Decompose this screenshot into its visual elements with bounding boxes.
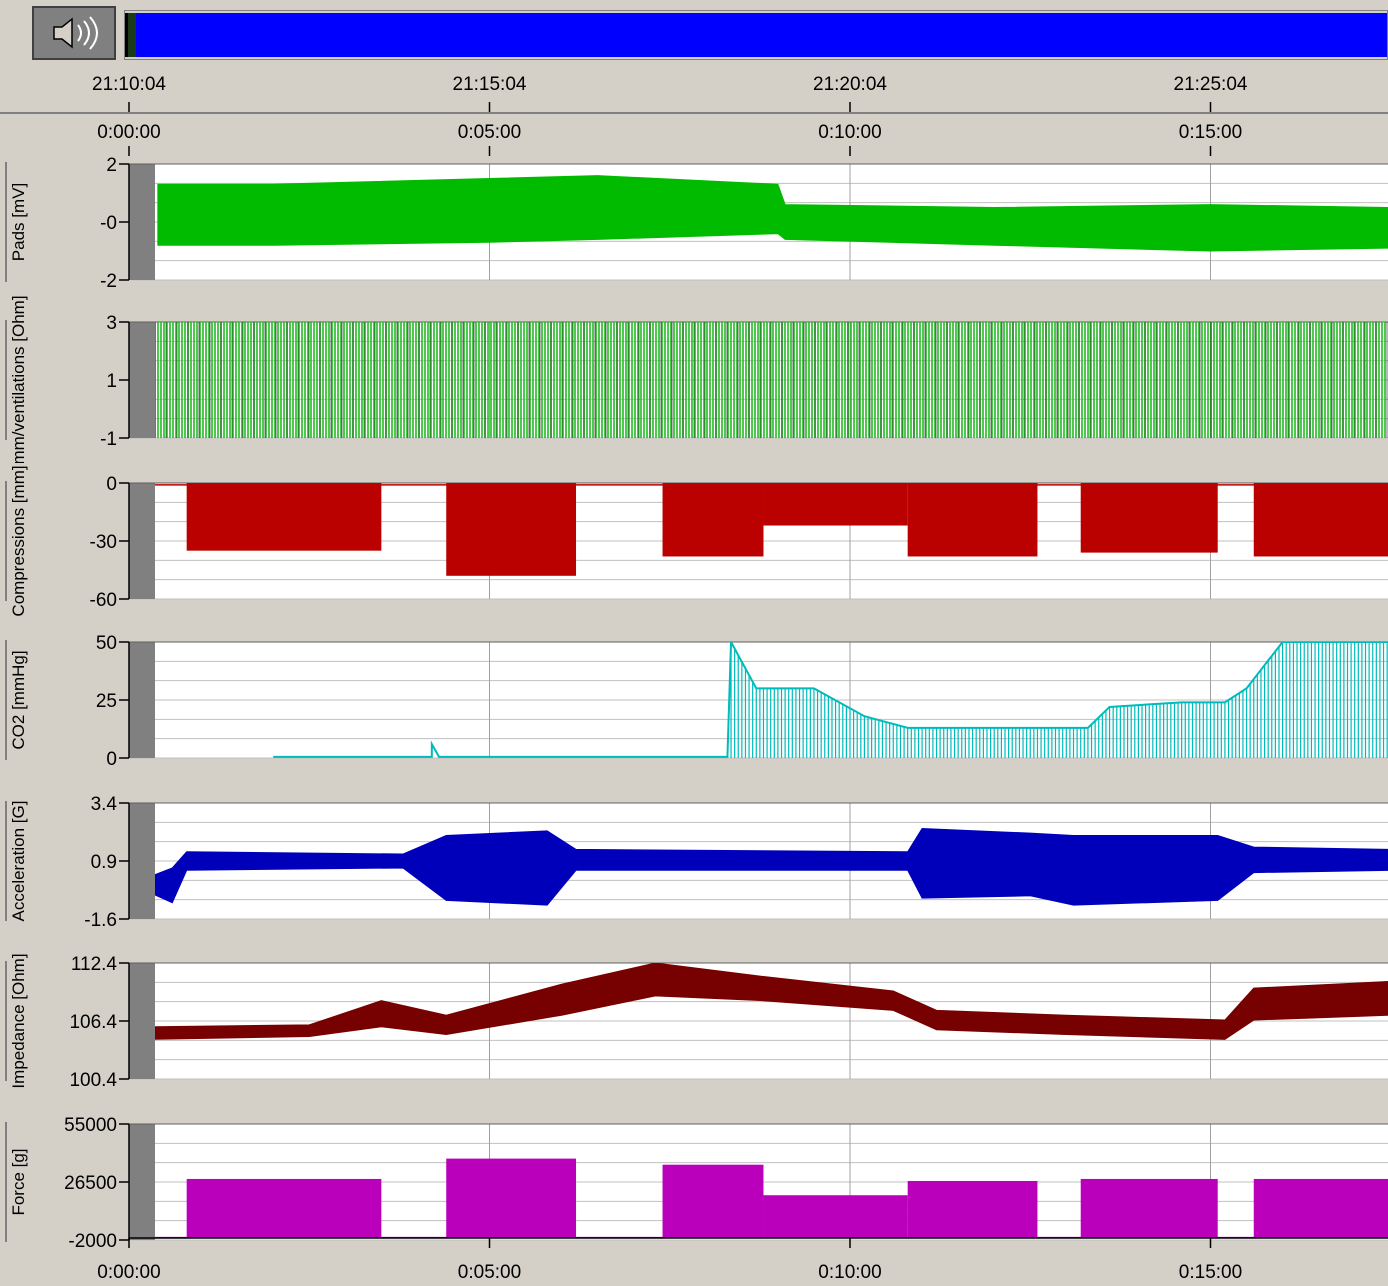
compression-segment [1253,483,1388,557]
signal-panel: 0 -30 -60 Compressions [mm] [0,463,1388,617]
x-tick-label: 0:15:00 [1179,1262,1242,1283]
x-tick-label: 0:10:00 [818,1262,881,1283]
y-tick-label: 1 [106,371,117,392]
signal-panel: 50 25 0 CO2 [mmHg] [0,622,1388,770]
pre-recording-block [129,483,155,599]
signal-panel: 112.4 106.4 100.4 Impedance [Ohm] [0,943,1388,1091]
x-tick-label: 0:00:00 [97,1262,160,1283]
elapsed-tick-label-top: 0:15:00 [1179,122,1242,143]
y-axis-label: Impedance [Ohm] [9,953,28,1088]
compression-segment [1080,483,1218,553]
event-markers [155,322,1388,438]
compression-segment [662,1164,764,1238]
time-axis-header [0,66,1388,114]
pre-recording-block [129,164,155,280]
elapsed-tick-label-top: 0:00:00 [97,122,160,143]
y-tick-label: 26500 [64,1173,117,1194]
y-tick-label: -0 [100,213,117,234]
playback-progress-fill [135,13,1387,57]
y-axis-label: mm/ventilations [Ohm] [9,295,28,464]
signal-panel: 55000 26500 -2000 Force [g] [0,1104,1388,1252]
pre-recording-block [129,1124,155,1240]
y-tick-label: 0.9 [91,852,117,873]
series-group [155,828,1388,906]
signal-envelope [155,828,1388,906]
y-tick-label: 25 [96,691,117,712]
compression-segment [763,483,908,526]
compression-segment [763,1195,908,1238]
panel-separator [0,943,1388,961]
pre-recording-block [129,642,155,758]
y-tick-label: 3.4 [91,794,118,815]
signal-panel: 3 1 -1 mm/ventilations [Ohm] [0,295,1388,465]
y-tick-label: 55000 [64,1115,117,1136]
series-group [157,175,1388,252]
y-tick-label: -1.6 [84,910,117,931]
pre-recording-block [129,803,155,919]
y-tick-label: -2 [100,271,117,292]
y-tick-label: -1 [100,429,117,450]
elapsed-tick-label-top: 0:05:00 [458,122,521,143]
panel-separator [0,463,1388,481]
panel-separator [0,1104,1388,1122]
y-axis-label: CO2 [mmHg] [9,650,28,749]
y-tick-label: 0 [106,474,117,495]
compression-segment [1253,1178,1388,1238]
compression-segment [446,1158,577,1238]
series-group [155,963,1388,1040]
playback-progress-bar[interactable] [124,10,1388,60]
player-toolbar [0,0,1388,66]
signal-panel: 2 -0 -2 Pads [mV] [5,155,1388,292]
clock-tick-label: 21:15:04 [453,74,527,95]
y-axis-label: Compressions [mm] [9,465,28,616]
y-tick-label: 0 [106,749,117,770]
elapsed-tick-label-top: 0:10:00 [818,122,881,143]
y-tick-label: 2 [106,155,117,176]
y-axis-label: Pads [mV] [9,183,28,261]
speaker-icon [53,16,98,50]
y-tick-label: 3 [106,313,117,334]
panel-separator [0,302,1388,320]
compression-segment [1080,1178,1218,1238]
co2-waveform [730,642,1388,758]
y-tick-label: 100.4 [69,1070,117,1091]
series-group [155,1158,1388,1239]
compression-segment [446,483,577,576]
y-tick-label: 50 [96,633,117,654]
y-tick-label: -2000 [68,1231,117,1252]
speaker-button[interactable] [32,6,116,60]
compression-segment [907,1180,1038,1238]
panel-separator [0,783,1388,801]
clock-tick-label: 21:20:04 [813,74,887,95]
compression-segment [907,483,1038,557]
y-tick-label: -60 [90,590,117,611]
y-tick-label: 106.4 [69,1012,117,1033]
signal-chart: 21:10:04 0:00:00 21:15:04 0:05:00 21:20:04 0:… [0,66,1388,1283]
compression-segment [186,1178,382,1238]
signal-panel: 3.4 0.9 -1.6 Acceleration [G] [0,783,1388,931]
clock-tick-label: 21:10:04 [92,74,166,95]
y-tick-label: -30 [90,532,117,553]
y-tick-label: 112.4 [71,954,118,975]
pre-recording-block [129,963,155,1079]
compression-segment [662,483,764,557]
series-group [155,483,1388,576]
series-group [273,642,1388,758]
signal-envelope [157,175,1388,252]
clock-tick-label: 21:25:04 [1174,74,1248,95]
x-tick-label: 0:05:00 [458,1262,521,1283]
y-axis-label: Acceleration [G] [9,801,28,922]
compression-segment [186,483,382,551]
playback-position-handle[interactable] [125,13,136,57]
y-axis-label: Force [g] [9,1148,28,1215]
panel-separator [0,622,1388,640]
series-group [155,322,1388,438]
pre-recording-block [129,322,155,438]
signal-envelope [155,963,1388,1040]
